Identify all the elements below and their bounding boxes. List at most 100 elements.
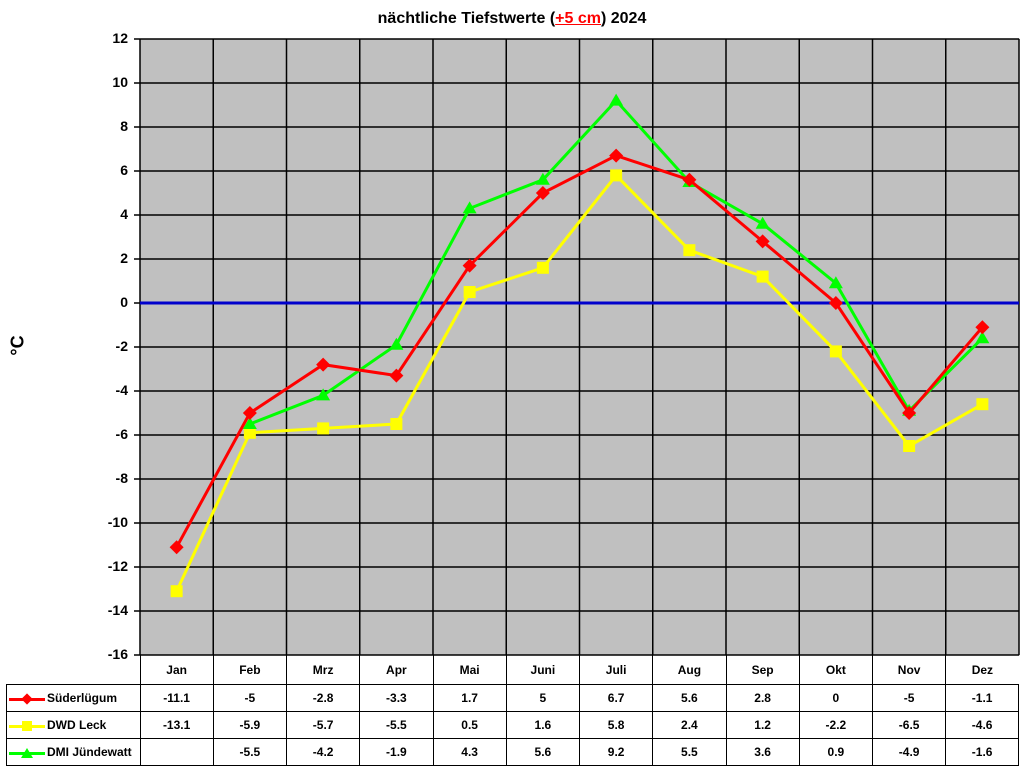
table-cell: 6.7 [578, 684, 654, 712]
square-marker-icon [683, 244, 696, 257]
square-marker-icon [610, 169, 623, 182]
title-text: nächtliche Tiefstwerte ( [377, 10, 556, 27]
table-cell: 5.6 [652, 684, 727, 712]
triangle-marker-icon [535, 172, 550, 185]
table-cell: 1.6 [505, 711, 581, 739]
diamond-marker-icon [316, 357, 331, 372]
y-tick-label: -8 [115, 470, 128, 486]
y-tick-label: 4 [120, 206, 128, 222]
square-marker-icon [756, 270, 769, 283]
category-label: Okt [798, 655, 873, 685]
diamond-marker-icon [462, 258, 477, 273]
diamond-marker-icon [609, 148, 624, 163]
y-tick-label: -14 [107, 602, 128, 618]
diamond-marker-icon [535, 186, 550, 200]
legend-key-icon [9, 693, 45, 705]
square-marker-icon [243, 426, 256, 439]
diamond-marker-icon [169, 540, 184, 555]
square-marker-icon [829, 345, 842, 358]
table-cell: 0 [798, 684, 874, 712]
table-cell: -1.1 [945, 684, 1019, 712]
category-label: Apr [359, 655, 433, 685]
table-row: Süderlügum -11.1 -5 -2.8 -3.3 1.7 5 6.7 5.6 2.8 0-… [6, 684, 1019, 712]
table-cell: -2.2 [798, 711, 874, 739]
table-cell: -4.6 [945, 711, 1019, 739]
title-highlight: +5 cm [555, 10, 601, 27]
y-tick-label: -2 [115, 338, 128, 354]
category-label: Mai [432, 655, 507, 685]
square-marker-icon [976, 398, 989, 411]
category-label: Sep [725, 655, 800, 685]
table-cell: -1.9 [359, 738, 434, 766]
diamond-marker-icon [828, 296, 843, 310]
category-label: Mrz [285, 655, 360, 685]
series-line [175, 153, 984, 548]
diamond-marker-icon [242, 406, 257, 420]
y-tick-label: 12 [112, 30, 128, 46]
category-label: Juli [578, 655, 653, 685]
table-cell: 2.4 [652, 711, 727, 739]
series-name: Süderlügum [47, 691, 118, 705]
table-cell: -2.8 [285, 684, 361, 712]
square-marker-icon [170, 585, 183, 598]
square-marker-icon [536, 261, 549, 274]
table-cell: -6.5 [871, 711, 947, 739]
data-table: Jan Feb Mrz Apr Mai Juni Juli Aug Sep Okt Nov Dez Sü… [6, 655, 1019, 766]
square-marker-icon [390, 418, 403, 430]
table-row: DWD Leck -13.1 -5.9 -5.7 -5.5 0.5 1.6 5.8 2.4 1.2… [6, 711, 1019, 739]
y-tick-label: -10 [107, 514, 128, 530]
category-label: Feb [212, 655, 287, 685]
y-tick-label: 2 [120, 250, 128, 266]
table-cell: -4.9 [871, 738, 947, 766]
table-cell: -13.1 [139, 711, 214, 739]
diamond-marker-icon [902, 406, 917, 420]
chart-title: nächtliche Tiefstwerte (+5 cm) 2024 [0, 10, 1024, 28]
y-tick-label: -6 [115, 426, 128, 442]
table-cell: 1.7 [432, 684, 507, 712]
y-tick-label: 10 [112, 74, 128, 90]
triangle-marker-icon [316, 388, 331, 401]
triangle-marker-icon [609, 93, 624, 106]
category-label: Nov [871, 655, 946, 685]
table-cell: -5 [871, 684, 947, 712]
triangle-marker-icon [242, 417, 257, 429]
category-label: Jan [139, 655, 214, 685]
table-cell: 4.3 [432, 738, 507, 766]
y-tick-label: 0 [120, 294, 128, 310]
table-cell [139, 738, 214, 766]
table-cell: -5.7 [285, 711, 361, 739]
title-suffix: ) 2024 [600, 10, 647, 27]
category-label: Juni [505, 655, 580, 685]
diamond-marker-icon [975, 320, 990, 335]
table-cell: 5.5 [652, 738, 727, 766]
table-cell: -1.6 [945, 738, 1019, 766]
y-tick-label: -16 [107, 646, 128, 662]
series-name: DMI Jündewatt [47, 745, 132, 759]
table-cell: -5.9 [212, 711, 288, 739]
legend-key-icon [9, 747, 45, 759]
square-marker-icon [463, 286, 476, 298]
legend-key-icon [9, 720, 45, 732]
diamond-marker-icon [755, 234, 770, 249]
series-name: DWD Leck [47, 718, 107, 732]
triangle-marker-icon [462, 201, 477, 214]
category-label: Aug [652, 655, 726, 685]
y-tick-label: -12 [107, 558, 128, 574]
y-tick-label: 6 [120, 162, 128, 178]
diamond-marker-icon [389, 368, 404, 383]
y-tick-label: 8 [120, 118, 128, 134]
table-cell: 3.6 [725, 738, 800, 766]
table-cell: 2.8 [725, 684, 800, 712]
table-cell: 0.5 [432, 711, 507, 739]
table-cell: -5 [212, 684, 288, 712]
table-cell: 5.6 [505, 738, 581, 766]
diamond-marker-icon [682, 172, 697, 187]
category-label: Dez [945, 655, 1019, 685]
triangle-marker-icon [975, 331, 990, 344]
table-cell: -4.2 [285, 738, 361, 766]
table-cell: 0.9 [798, 738, 874, 766]
table-cell: -5.5 [212, 738, 288, 766]
table-cell: 5.8 [578, 711, 654, 739]
table-row: DMI Jündewatt -5.5 -4.2 -1.9 4.3 5.6 9.2 5.5 3.6… [6, 738, 1019, 766]
